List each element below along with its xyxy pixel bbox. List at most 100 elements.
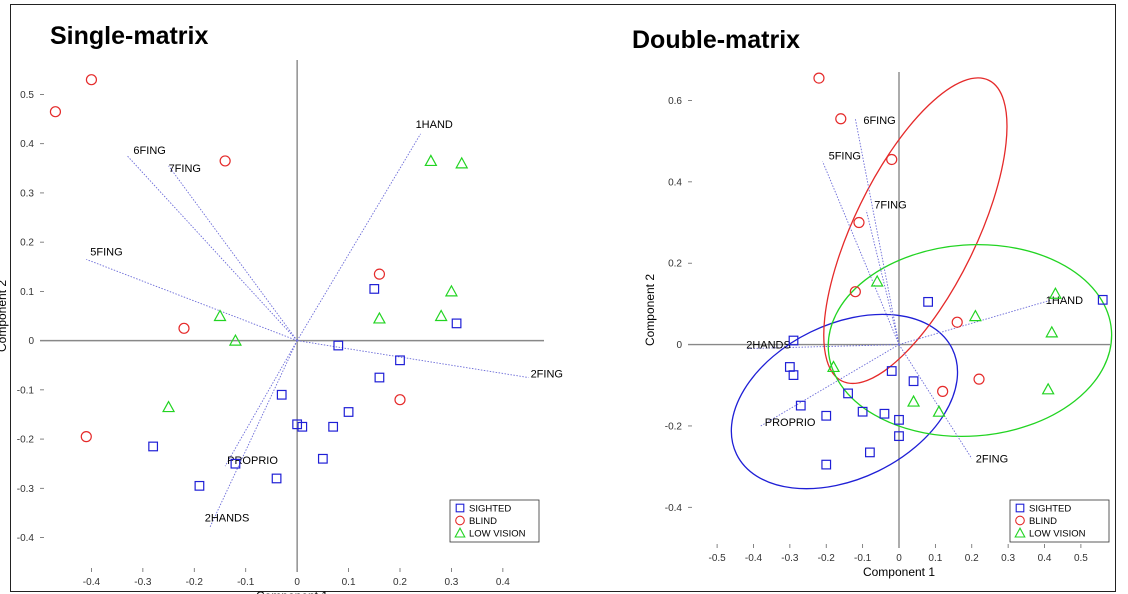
blind-point [394, 394, 406, 406]
blind-point [853, 216, 865, 229]
vector-label-2hands: 2HANDS [205, 513, 250, 525]
y-tick-label: 0.5 [20, 90, 34, 101]
sighted-point [374, 372, 385, 383]
sighted-point [297, 421, 308, 432]
sighted-point [271, 473, 282, 484]
low-vision-point [455, 156, 469, 169]
y-axis-label: Component 2 [643, 274, 657, 346]
sighted-point [857, 406, 868, 417]
ellipse-sighted [730, 313, 959, 490]
vector-label-1hand: 1HAND [416, 119, 453, 131]
vector-label-2fing: 2FING [976, 453, 1008, 465]
blind-point [373, 268, 386, 280]
vector-line-1hand [296, 133, 421, 341]
chart-title-single-matrix: Single-matrix [50, 22, 209, 50]
figure-frame [10, 4, 1116, 592]
x-tick-label: -0.3 [781, 553, 799, 564]
low-vision-point [434, 309, 448, 322]
vector-line-2hands [746, 344, 900, 350]
chart-1: -0.5 -0.4 -0.3 -0.2 -0.1 0 0.1 0.2 0.3 0.4 0.5 -0.4… [643, 72, 1113, 579]
vector-line-2fing [297, 340, 529, 378]
vector-line-6fing [854, 118, 900, 345]
low-vision-point [162, 400, 176, 413]
vector-label-6fing: 6FING [133, 145, 165, 157]
sighted-point [317, 453, 328, 464]
low-vision-point [1045, 325, 1059, 338]
x-tick-label: -0.2 [186, 577, 204, 588]
sighted-point [194, 480, 205, 491]
low-vision-point [1048, 286, 1062, 299]
vector-line-1hand [898, 299, 1052, 346]
sighted-point [843, 388, 853, 399]
sighted-point [369, 284, 380, 294]
x-tick-label: 0.5 [1074, 553, 1088, 564]
sighted-point [230, 458, 241, 469]
vector-line-7fing [168, 165, 298, 341]
low-vision-point [213, 309, 227, 322]
legend-box [1009, 499, 1110, 543]
sighted-point [788, 370, 799, 380]
sighted-point [328, 421, 339, 432]
y-tick-label: 0.2 [20, 238, 34, 249]
blind-point [813, 72, 825, 84]
vector-label-proprio: PROPRIO [227, 455, 278, 467]
blind-point [85, 74, 98, 86]
ellipse-low-vision [827, 243, 1113, 438]
blind-point [951, 316, 963, 328]
vector-label-2hands: 2HANDS [746, 340, 791, 352]
x-tick-label: 0.3 [1001, 553, 1015, 564]
vector-line-7fing [865, 210, 900, 345]
y-tick-label: 0 [28, 336, 34, 347]
vector-line-6fing [127, 155, 298, 341]
x-tick-label: -0.3 [134, 577, 152, 588]
y-tick-label: -0.2 [17, 435, 35, 446]
legend-label-sighted: SIGHTED [1029, 504, 1071, 515]
legend-marker-blind [455, 515, 465, 526]
legend-marker-low-vision [1014, 527, 1026, 538]
legend-label-low-vision: LOW VISION [1029, 529, 1086, 540]
low-vision-point [827, 360, 841, 373]
y-axis-label: Component 2 [0, 280, 9, 352]
legend-marker-blind [1015, 515, 1025, 526]
ellipse-blind [823, 77, 1008, 385]
y-tick-label: -0.2 [665, 421, 683, 432]
vector-line-proprio [224, 340, 298, 467]
sighted-point [1097, 294, 1108, 305]
vector-label-5fing: 5FING [90, 246, 122, 258]
sighted-point [879, 408, 890, 419]
vector-label-7fing: 7FING [169, 163, 201, 175]
x-tick-label: -0.5 [708, 553, 726, 564]
x-axis-label: Component 1 [863, 565, 935, 579]
blind-point [49, 106, 62, 118]
x-tick-label: -0.2 [818, 553, 836, 564]
x-tick-label: 0.4 [496, 577, 510, 588]
vector-line-5fing [86, 258, 298, 342]
y-tick-label: 0.3 [20, 188, 34, 199]
y-tick-label: 0.4 [20, 139, 34, 150]
x-tick-label: 0.1 [342, 577, 356, 588]
x-tick-label: 0.3 [444, 577, 458, 588]
y-tick-label: 0.4 [668, 177, 682, 188]
y-tick-label: -0.4 [665, 503, 683, 514]
x-tick-label: -0.1 [237, 577, 255, 588]
y-tick-label: -0.4 [17, 533, 35, 544]
y-tick-label: 0 [676, 340, 682, 351]
y-tick-label: 0.1 [20, 287, 34, 298]
low-vision-point [444, 284, 458, 297]
x-tick-label: 0.1 [928, 553, 942, 564]
vector-line-5fing [822, 161, 900, 345]
sighted-point [451, 318, 462, 329]
y-tick-label: 0.2 [668, 259, 682, 270]
low-vision-point [870, 274, 884, 287]
vector-label-5fing: 5FING [829, 151, 861, 163]
vector-line-2hands [209, 340, 298, 528]
low-vision-point [424, 154, 438, 167]
blind-point [937, 385, 949, 397]
sighted-point [821, 410, 832, 421]
vector-label-2fing: 2FING [531, 369, 563, 381]
sighted-point [908, 376, 919, 387]
x-tick-label: -0.1 [854, 553, 872, 564]
x-axis-label: Component 1 [256, 589, 328, 594]
legend-marker-sighted [1015, 503, 1025, 513]
